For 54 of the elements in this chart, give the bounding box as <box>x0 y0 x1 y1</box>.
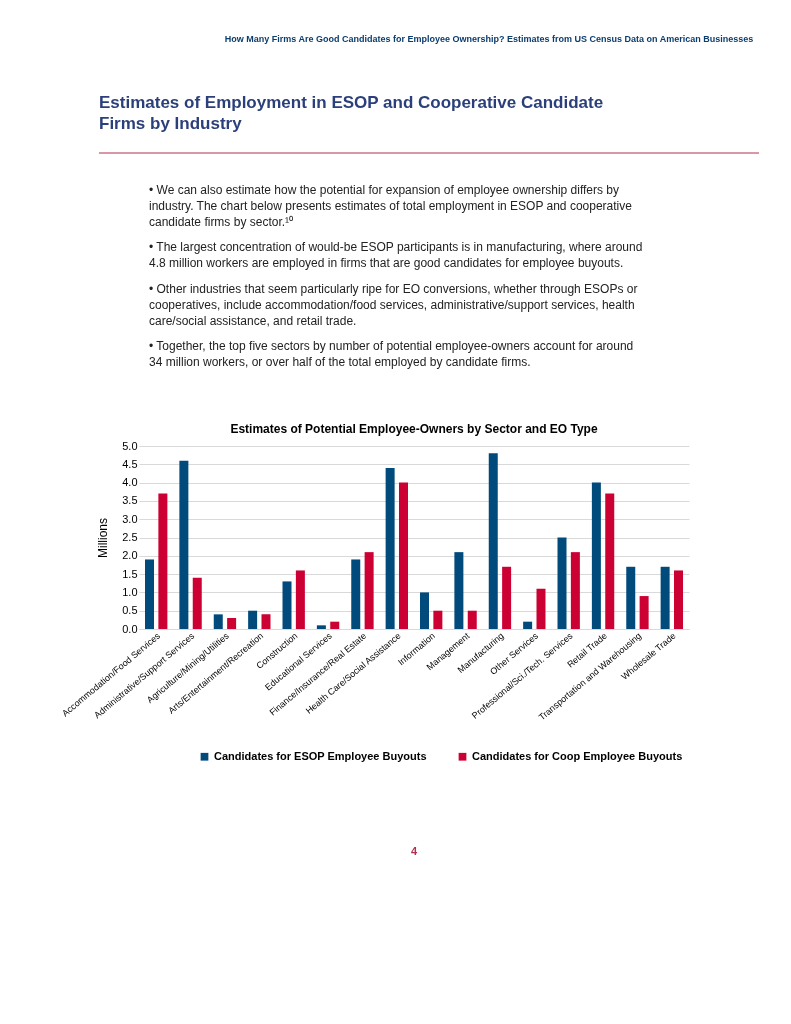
bar <box>145 559 154 629</box>
y-tick-label: 2.5 <box>122 531 138 543</box>
bar <box>158 493 168 629</box>
bar <box>248 610 258 629</box>
y-tick-label: 5.0 <box>122 439 138 452</box>
y-tick-label: 0.5 <box>122 604 138 617</box>
bar <box>227 618 237 629</box>
y-tick-label: 4.0 <box>122 476 138 489</box>
bar <box>639 596 649 629</box>
text: Estimates of Employment in ESOP and Cooperative Candidate Firms by Industry <box>99 93 604 133</box>
bar <box>179 460 189 629</box>
bar <box>261 614 271 629</box>
bar <box>316 625 326 629</box>
legend-label: Candidates for ESOP Employee Buyouts <box>214 749 427 762</box>
bar <box>420 592 429 629</box>
bar <box>385 467 395 629</box>
bar <box>454 552 464 629</box>
bar <box>282 581 292 629</box>
bar <box>467 610 477 629</box>
text: • Together, the top five sectors by number of potential employee-owners account for around 34 million workers, or over half of the total employed by candidate firms. <box>149 339 634 369</box>
bar <box>626 566 636 629</box>
bar <box>557 537 567 629</box>
bar <box>364 552 374 629</box>
bar <box>330 621 340 629</box>
text: • The largest concentration of would-be ESOP participants is in manufacturing, where around 4.8 million workers are employed in firms that are good candidates for employee buyouts. <box>149 240 643 270</box>
text: • Other industries that seem particularly ripe for EO conversions, whether through ESOPs or cooperatives, include accommodation/food services, administrative/support services, health care/social assistance, and retail trade. <box>149 282 638 328</box>
chart-title: Estimates of Potential Employee-Owners by Sector and EO Type <box>230 422 598 436</box>
y-tick-label: 2.0 <box>122 549 138 562</box>
bar <box>536 588 546 629</box>
bar <box>295 570 305 629</box>
bar <box>488 453 498 629</box>
legend-label: Candidates for Coop Employee Buyouts <box>472 749 683 762</box>
bar <box>605 493 615 629</box>
bar <box>660 566 670 629</box>
text: • We can also estimate how the potential for expansion of employee ownership differs by industry. The chart below presents estimates of total employment in ESOP and cooperative candidate firms by sector.¹⁰ <box>149 183 633 229</box>
y-tick-label: 0.0 <box>122 622 138 635</box>
y-tick-label: 4.5 <box>122 457 138 470</box>
bar <box>399 482 408 629</box>
text: How Many Firms Are Good Candidates for Employee Ownership? Estimates from US Census Data on American Businesses <box>224 34 754 44</box>
y-tick-label: 1.5 <box>122 567 138 580</box>
bar <box>591 482 601 629</box>
bar <box>674 570 683 629</box>
bar <box>433 610 443 629</box>
y-tick-label: 1.0 <box>122 585 138 598</box>
text: 4 <box>410 845 418 857</box>
bar <box>351 559 361 629</box>
bar <box>523 621 533 629</box>
bar <box>192 577 202 629</box>
y-axis-title: Millions <box>96 517 111 559</box>
bar <box>502 566 512 629</box>
y-tick-label: 3.0 <box>122 512 138 525</box>
bar <box>570 552 580 629</box>
bar <box>213 614 223 629</box>
y-tick-label: 3.5 <box>122 494 138 507</box>
